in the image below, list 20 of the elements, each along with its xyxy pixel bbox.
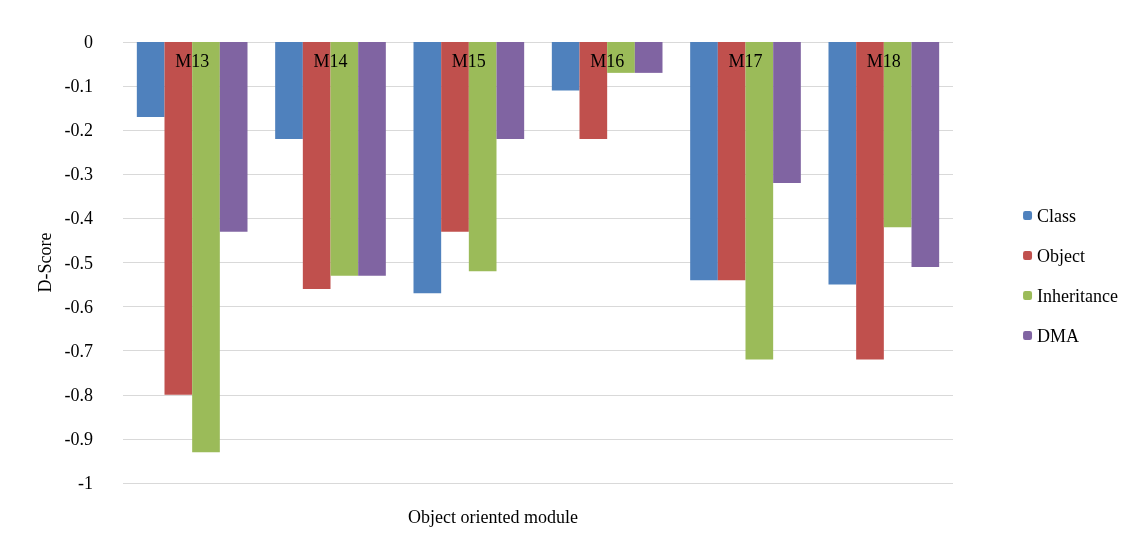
x-tick-label: M17 bbox=[728, 51, 763, 71]
x-tick-label: M18 bbox=[866, 51, 901, 71]
y-tick-label: -1 bbox=[78, 473, 93, 493]
x-tick-label: M15 bbox=[451, 51, 486, 71]
legend-label: Class bbox=[1037, 205, 1077, 226]
y-tick-label: -0.4 bbox=[64, 208, 93, 229]
legend-label: Object bbox=[1037, 245, 1086, 266]
y-tick-label: -0.8 bbox=[64, 384, 93, 405]
y-tick-label: -0.5 bbox=[64, 252, 93, 273]
y-tick-label: -0.9 bbox=[64, 428, 93, 449]
y-tick-label: 0 bbox=[84, 32, 93, 52]
y-tick-label: -0.1 bbox=[64, 76, 93, 97]
y-tick-label: -0.7 bbox=[64, 340, 93, 361]
y-tick-label: -0.2 bbox=[64, 120, 93, 141]
legend-label: DMA bbox=[1037, 325, 1080, 346]
legend-label: Inheritance bbox=[1037, 285, 1119, 306]
x-axis-title: Object oriented module bbox=[408, 507, 578, 527]
y-tick-label: -0.6 bbox=[64, 296, 93, 317]
y-axis-title: D-Score bbox=[34, 232, 55, 293]
y-tick-label: -0.3 bbox=[64, 164, 93, 185]
